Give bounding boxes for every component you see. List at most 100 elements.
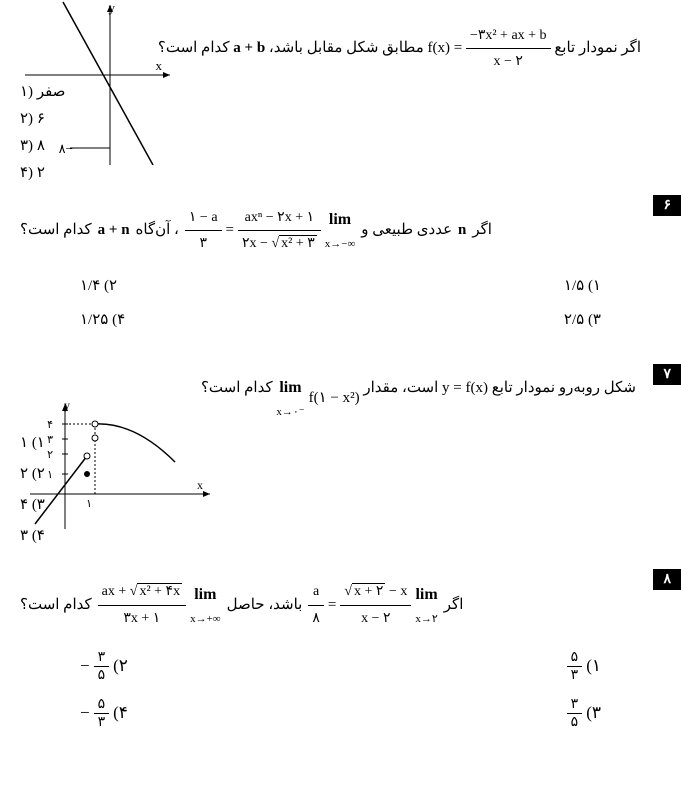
q6-p4: کدام است؟ bbox=[20, 217, 92, 244]
q8-o1fn: ۵ bbox=[567, 649, 583, 667]
q8-p1: اگر bbox=[444, 592, 464, 619]
q8-l1right: − x bbox=[385, 584, 407, 599]
q8-o2n: (۲ bbox=[113, 656, 128, 676]
question-7: ۷ شکل روبه‌رو نمودار تابع y = f(x) است، … bbox=[0, 364, 681, 554]
q8-lim2: ax + x² + ۴x ۳x + ۱ lim x→+∞ bbox=[98, 579, 221, 630]
q7-p2: است، مقدار bbox=[363, 380, 438, 396]
q6-o1n: (۱ bbox=[588, 278, 601, 294]
q8-l1nr: x + ۲ bbox=[352, 583, 385, 599]
q8-o2fd: ۵ bbox=[94, 667, 110, 684]
q7-graph-svg: y x ۴ ۳ ۲ ۱ ۱ bbox=[15, 394, 215, 534]
q8-o4fn: ۵ bbox=[94, 696, 110, 714]
y-axis-label: y bbox=[109, 0, 116, 15]
q7-limarg: f(۱ − x²) bbox=[309, 385, 360, 412]
q8-l1d: x − ۲ bbox=[340, 606, 411, 631]
x-axis-label: x bbox=[156, 58, 163, 73]
q6-an: a + n bbox=[98, 217, 130, 244]
q7-yt1: ۱ bbox=[47, 469, 53, 481]
q8-lim1: a ۸ = x + ۲ − x x − ۲ lim x→۲ bbox=[308, 579, 437, 630]
q7-number: ۷ bbox=[653, 364, 681, 385]
q7-y-label: y bbox=[64, 398, 70, 412]
q5-den: x − ۲ bbox=[466, 49, 551, 74]
q8-opt3: ۳۵ (۳ bbox=[563, 696, 601, 731]
question-5: y x −۸ اگر نمودار تابع f(x) = −۳x² + ax … bbox=[0, 0, 681, 175]
q6-p3: ، آن‌گاه bbox=[136, 217, 179, 244]
q8-l2d: ۳x + ۱ bbox=[98, 606, 186, 631]
q6-lims: x→−∞ bbox=[325, 235, 356, 255]
q8-o2neg: − bbox=[80, 656, 90, 676]
q6-mdl: ۲x − bbox=[242, 236, 271, 251]
question-6: ۶ اگر n عددی طبیعی و ۱ − a ۳ = axⁿ − ۲x … bbox=[0, 195, 681, 339]
q8-o4neg: − bbox=[80, 703, 90, 723]
q8-l2s: x→+∞ bbox=[190, 610, 221, 630]
q6-opt4: ۱/۲۵ (۴ bbox=[80, 310, 125, 329]
q7-yt4: ۴ bbox=[47, 419, 53, 431]
q6-o2n: (۲ bbox=[104, 278, 117, 294]
q5-o4n: ۴) bbox=[20, 165, 33, 181]
q7-graph: y x ۴ ۳ ۲ ۱ ۱ bbox=[15, 394, 215, 534]
q5-formula: f(x) = −۳x² + ax + b x − ۲ bbox=[427, 23, 550, 74]
q5-ab: a + b bbox=[233, 35, 265, 62]
q8-o4n: (۴ bbox=[113, 703, 128, 723]
q6-o1v: ۱/۵ bbox=[564, 278, 584, 294]
q5-p1: اگر نمودار تابع bbox=[554, 40, 641, 56]
q8-o3n: (۳ bbox=[586, 703, 601, 723]
q7-limt: lim bbox=[279, 374, 301, 403]
q8-text: اگر a ۸ = x + ۲ − x x − ۲ lim x→۲ باشد، … bbox=[20, 579, 661, 630]
q7-p1: شکل روبه‌رو نمودار تابع bbox=[492, 380, 636, 396]
q5-graph-svg: y x −۸ bbox=[15, 0, 175, 165]
q8-r1d: ۸ bbox=[308, 606, 324, 631]
q6-p1: اگر bbox=[472, 217, 492, 244]
q7-yt3: ۳ bbox=[47, 434, 53, 446]
q8-opt2: − ۳۵ (۲ bbox=[80, 649, 128, 684]
q6-o3n: (۳ bbox=[588, 312, 601, 328]
q5-opt4: ۴) ۲ bbox=[20, 163, 45, 182]
q8-l2num: ax + x² + ۴x bbox=[98, 579, 186, 605]
q8-r1n: a bbox=[308, 579, 324, 605]
q6-o3v: ۲/۵ bbox=[564, 312, 584, 328]
q8-o3fn: ۳ bbox=[567, 696, 583, 714]
q8-l1s: x→۲ bbox=[415, 610, 437, 630]
q8-o3fd: ۵ bbox=[567, 714, 583, 731]
q6-lim: lim x→−∞ bbox=[325, 206, 356, 255]
q6-mdr: x² + ۳ bbox=[279, 235, 317, 251]
q8-o2fn: ۳ bbox=[94, 649, 110, 667]
q6-mden: ۲x − x² + ۳ bbox=[238, 231, 321, 256]
q8-opt1: ۵۳ (۱ bbox=[563, 649, 601, 684]
q8-l2nl: ax + bbox=[102, 584, 130, 599]
q6-number: ۶ bbox=[653, 195, 681, 216]
q8-l1num: x + ۲ − x bbox=[340, 579, 411, 605]
q8-o1fd: ۳ bbox=[567, 667, 583, 684]
q7-xt1: ۱ bbox=[86, 498, 92, 510]
q5-p2: مطابق شکل مقابل باشد، bbox=[269, 40, 424, 56]
eq-sign-8a: = bbox=[328, 592, 336, 619]
q7-lim: lim x→۰⁻ f(۱ − x²) bbox=[276, 374, 359, 423]
q6-o4n: (۴ bbox=[112, 312, 125, 328]
q5-o4v: ۲ bbox=[37, 165, 45, 181]
q5-num: −۳x² + ax + b bbox=[466, 23, 551, 49]
q6-options-row1: ۱/۴ (۲ ۱/۵ (۱ bbox=[20, 276, 661, 295]
q7-lims: x→۰⁻ bbox=[276, 403, 304, 423]
q6-o4v: ۱/۲۵ bbox=[80, 312, 108, 328]
q6-n: n bbox=[458, 217, 466, 244]
q5-graph: y x −۸ bbox=[15, 0, 175, 165]
q8-p3: کدام است؟ bbox=[20, 592, 92, 619]
question-8: ۸ اگر a ۸ = x + ۲ − x x − ۲ lim x→۲ باشد… bbox=[0, 569, 681, 740]
q6-opt2: ۱/۴ (۲ bbox=[80, 276, 117, 295]
q6-o2v: ۱/۴ bbox=[80, 278, 100, 294]
q8-opt4: − ۵۳ (۴ bbox=[80, 696, 128, 731]
q6-rhsn: ۱ − a bbox=[185, 205, 222, 231]
q7-yt2: ۲ bbox=[47, 449, 53, 461]
q8-options-row2: − ۵۳ (۴ ۳۵ (۳ bbox=[20, 696, 661, 731]
q6-p2: عددی طبیعی و bbox=[361, 217, 452, 244]
q8-l2t: lim bbox=[194, 581, 216, 610]
q8-l1t: lim bbox=[415, 581, 437, 610]
q7-fx: y = f(x) bbox=[442, 375, 488, 402]
q7-x-label: x bbox=[197, 478, 203, 492]
q6-rhs-frac: ۱ − a ۳ = axⁿ − ۲x + ۱ ۲x − x² + ۳ lim x… bbox=[185, 205, 355, 256]
ytick-label: −۸ bbox=[59, 141, 73, 156]
q8-o1n: (۱ bbox=[586, 656, 601, 676]
eq-sign: = bbox=[226, 217, 234, 244]
q6-limt: lim bbox=[329, 206, 351, 235]
q6-opt3: ۲/۵ (۳ bbox=[564, 310, 601, 329]
